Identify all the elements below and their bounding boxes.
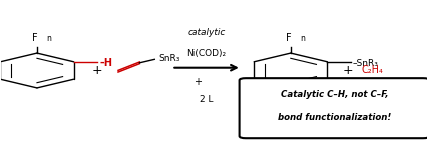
Text: Catalytic C–H, not C–F,: Catalytic C–H, not C–F, (281, 90, 388, 99)
Text: F: F (32, 34, 38, 43)
Text: C₂H₄: C₂H₄ (361, 66, 383, 75)
Text: –H: –H (99, 58, 112, 68)
Text: n: n (300, 34, 305, 43)
Text: +: + (194, 77, 202, 87)
FancyBboxPatch shape (240, 78, 428, 138)
Text: F: F (286, 34, 291, 43)
Text: catalytic: catalytic (187, 28, 226, 37)
Text: SnR₃: SnR₃ (158, 54, 180, 63)
Text: +: + (91, 64, 102, 77)
Text: bond functionalization!: bond functionalization! (278, 114, 391, 123)
Text: 2 L: 2 L (200, 95, 213, 104)
Text: +: + (343, 64, 354, 77)
Text: –SnR₃: –SnR₃ (352, 59, 378, 68)
Text: n: n (47, 34, 51, 43)
Text: Ni(COD)₂: Ni(COD)₂ (187, 49, 226, 58)
